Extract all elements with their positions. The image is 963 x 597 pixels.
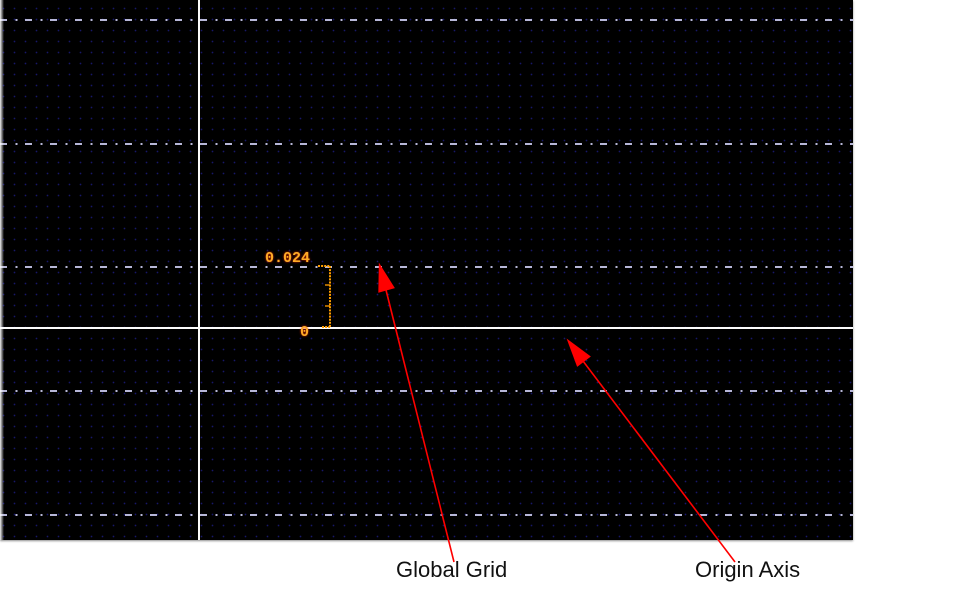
svg-text:0: 0 bbox=[300, 324, 309, 341]
svg-text:0.024: 0.024 bbox=[265, 250, 310, 267]
